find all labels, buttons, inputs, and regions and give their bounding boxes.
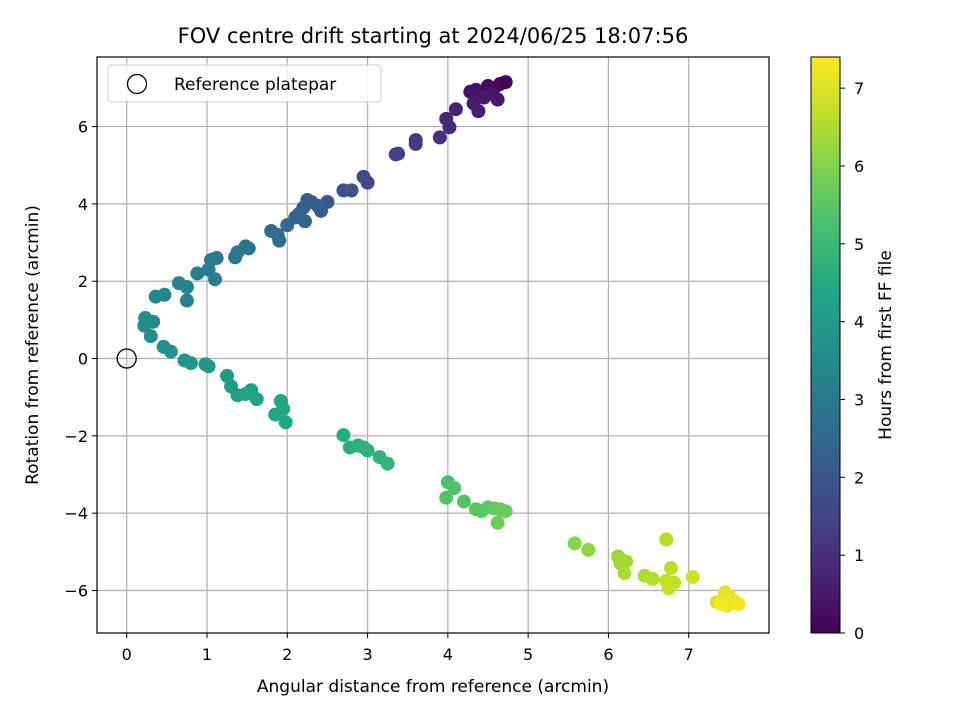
x-tick-label: 3 (362, 645, 372, 664)
colorbar-tick-label: 2 (854, 468, 864, 487)
x-tick-label: 7 (684, 645, 694, 664)
data-point (447, 481, 462, 496)
legend-marker-icon (126, 73, 148, 95)
data-point (463, 84, 478, 99)
data-point (490, 515, 505, 530)
y-tick-label: 2 (78, 272, 88, 291)
data-point (731, 597, 746, 612)
data-points (137, 75, 746, 613)
y-axis-ticks: −6 −4 −2 0 2 4 6 (64, 118, 97, 600)
data-point (471, 104, 486, 119)
colorbar-tick-label: 1 (854, 546, 864, 565)
data-point (208, 272, 223, 287)
data-point (685, 569, 700, 584)
data-point (432, 130, 447, 145)
data-point (278, 415, 293, 430)
y-tick-label: −6 (64, 581, 88, 600)
colorbar-tick-label: 4 (854, 313, 864, 332)
colorbar-tick-label: 6 (854, 157, 864, 176)
data-point (581, 542, 596, 557)
grid (97, 57, 769, 633)
reference-point (116, 348, 137, 369)
y-tick-label: 6 (78, 118, 88, 137)
data-point (171, 276, 186, 291)
colorbar-ticks: 0 1 2 3 4 5 6 7 (840, 79, 864, 643)
data-point (617, 566, 632, 581)
data-point (476, 90, 491, 105)
data-point (448, 102, 463, 117)
colorbar-gradient (810, 56, 841, 634)
x-tick-label: 2 (282, 645, 292, 664)
data-point (619, 554, 634, 569)
data-point (190, 266, 205, 281)
y-axis-label: Rotation from reference (arcmin) (23, 205, 43, 485)
legend-entry: Reference platepar (174, 75, 336, 95)
x-tick-label: 4 (443, 645, 453, 664)
colorbar-tick-label: 3 (854, 390, 864, 409)
data-point (336, 183, 351, 198)
colorbar-tick-label: 5 (854, 235, 864, 254)
data-point (356, 169, 371, 184)
data-point (336, 428, 351, 443)
data-point (280, 218, 295, 233)
data-point (201, 359, 216, 374)
data-point (143, 329, 158, 344)
colorbar-label: Hours from first FF file (876, 250, 896, 440)
colorbar: 0 1 2 3 4 5 6 7 Hours from first FF file (810, 56, 896, 643)
data-point (179, 293, 194, 308)
data-point (163, 344, 178, 359)
x-axis-ticks: 0 1 2 3 4 5 6 7 (122, 633, 694, 664)
data-point (297, 214, 312, 229)
data-point (645, 571, 660, 586)
x-axis-label: Angular distance from reference (arcmin) (257, 677, 609, 697)
data-point (380, 456, 395, 471)
data-point (228, 250, 243, 265)
data-point (664, 561, 679, 576)
data-point (567, 536, 582, 551)
data-point (659, 532, 674, 547)
data-point (360, 443, 375, 458)
x-tick-label: 1 (202, 645, 212, 664)
data-point (249, 392, 264, 407)
data-point (272, 233, 287, 248)
legend-box (107, 64, 382, 103)
y-tick-label: −4 (64, 504, 88, 523)
legend: Reference platepar (107, 64, 382, 103)
y-tick-label: 0 (78, 350, 88, 369)
data-point (137, 318, 152, 333)
data-point (713, 597, 728, 612)
data-point (408, 136, 423, 151)
x-tick-label: 6 (603, 645, 613, 664)
reference-marker (116, 348, 137, 369)
x-tick-label: 5 (523, 645, 533, 664)
data-point (498, 504, 513, 519)
colorbar-tick-label: 7 (854, 79, 864, 98)
data-point (183, 356, 198, 371)
y-tick-label: −2 (64, 427, 88, 446)
data-point (276, 401, 291, 416)
data-point (442, 120, 457, 135)
data-point (490, 92, 505, 107)
data-point (388, 147, 403, 162)
colorbar-tick-label: 0 (854, 624, 864, 643)
data-point (148, 289, 163, 304)
y-tick-label: 4 (78, 195, 88, 214)
chart-title: FOV centre drift starting at 2024/06/25 … (178, 24, 689, 48)
data-point (661, 581, 676, 596)
data-point (439, 490, 454, 505)
plot-frame (96, 56, 770, 634)
x-tick-label: 0 (122, 645, 132, 664)
data-point (456, 494, 471, 509)
